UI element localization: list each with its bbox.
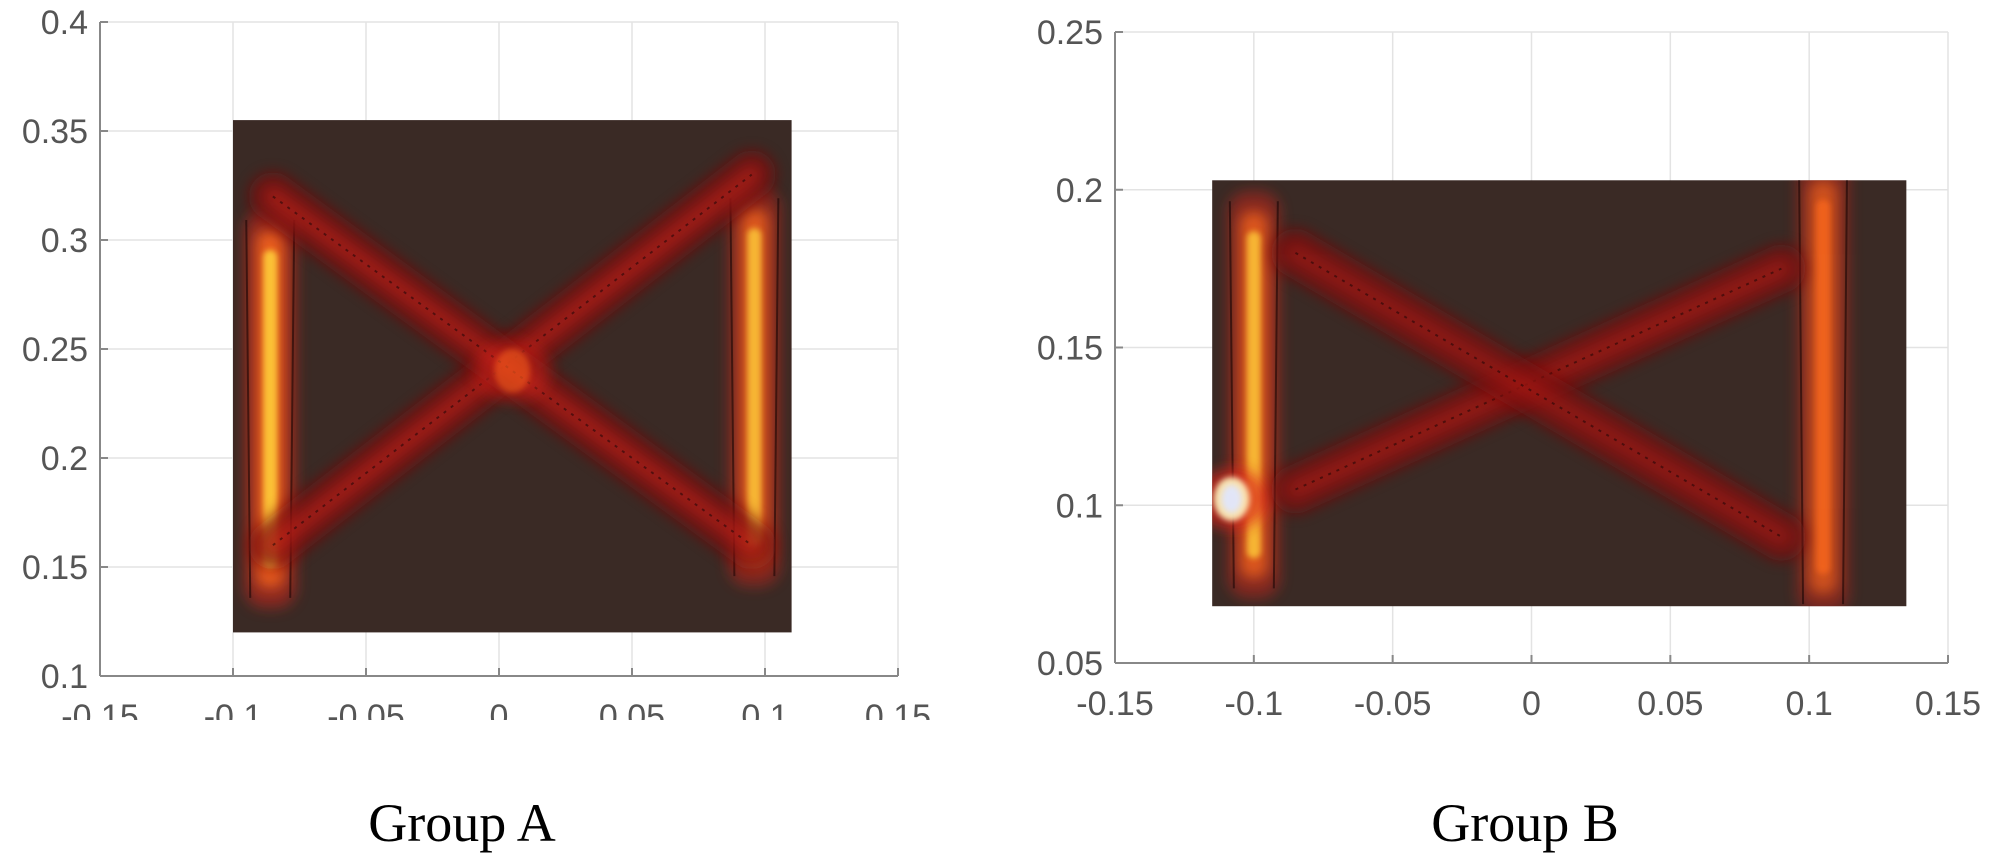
x-tick-label: 0 bbox=[490, 698, 509, 720]
x-tick-label: 0 bbox=[1522, 685, 1541, 720]
axes: -0.15 -0.1 -0.05 0 0.05 0.1 0.15 0.05 0.1 0.15 0.2… bbox=[1037, 14, 1981, 720]
y-tick-label: 0.25 bbox=[22, 331, 88, 369]
y-tick-label: 0.2 bbox=[1056, 172, 1103, 210]
y-tick-label: 0.05 bbox=[1037, 645, 1103, 683]
density-diagonal-band bbox=[1271, 228, 1806, 561]
y-tick-label: 0.1 bbox=[41, 658, 88, 696]
x-tick-label: -0.15 bbox=[61, 698, 139, 720]
density-hotspot bbox=[474, 340, 551, 401]
axes: -0.15 -0.1 -0.05 0 0.05 0.1 0.15 0.1 0.15 0.2 0.25… bbox=[22, 4, 931, 720]
density-vertical-band bbox=[244, 210, 297, 608]
density-vertical-band bbox=[1797, 180, 1850, 607]
density-layer bbox=[244, 150, 781, 608]
y-tick-label: 0.3 bbox=[41, 222, 88, 260]
y-tick-label: 0.1 bbox=[1056, 487, 1103, 525]
x-tick-label: 0.05 bbox=[1637, 685, 1703, 720]
y-tick-label: 0.4 bbox=[41, 4, 88, 42]
y-tick-label: 0.15 bbox=[22, 549, 88, 587]
y-tick-label: 0.15 bbox=[1037, 330, 1103, 368]
density-layer bbox=[1212, 180, 1850, 607]
x-tick-label: 0.1 bbox=[1786, 685, 1833, 720]
density-hotspot bbox=[1212, 468, 1270, 529]
group-b-caption: Group B bbox=[1431, 793, 1619, 853]
group-a-heatmap: -0.15 -0.1 -0.05 0 0.05 0.1 0.15 0.1 0.15 0.2 0.25… bbox=[22, 4, 931, 720]
y-tick-label: 0.2 bbox=[41, 440, 88, 478]
y-tick-label: 0.35 bbox=[22, 113, 88, 151]
x-tick-label: 0.15 bbox=[865, 698, 931, 720]
density-vertical-band bbox=[728, 188, 781, 587]
x-tick-label: 0.1 bbox=[741, 698, 788, 720]
x-tick-label: -0.05 bbox=[327, 698, 405, 720]
x-tick-label: -0.1 bbox=[1225, 685, 1284, 720]
x-tick-label: -0.15 bbox=[1076, 685, 1154, 720]
group-b-heatmap: -0.15 -0.1 -0.05 0 0.05 0.1 0.15 0.05 0.1 0.15 0.2… bbox=[1037, 14, 1981, 720]
x-tick-label: 0.15 bbox=[1915, 685, 1981, 720]
y-tick-label: 0.25 bbox=[1037, 14, 1103, 52]
x-tick-label: 0.05 bbox=[599, 698, 665, 720]
x-tick-label: -0.05 bbox=[1354, 685, 1432, 720]
x-tick-label: -0.1 bbox=[204, 698, 263, 720]
group-a-caption: Group A bbox=[368, 793, 556, 853]
